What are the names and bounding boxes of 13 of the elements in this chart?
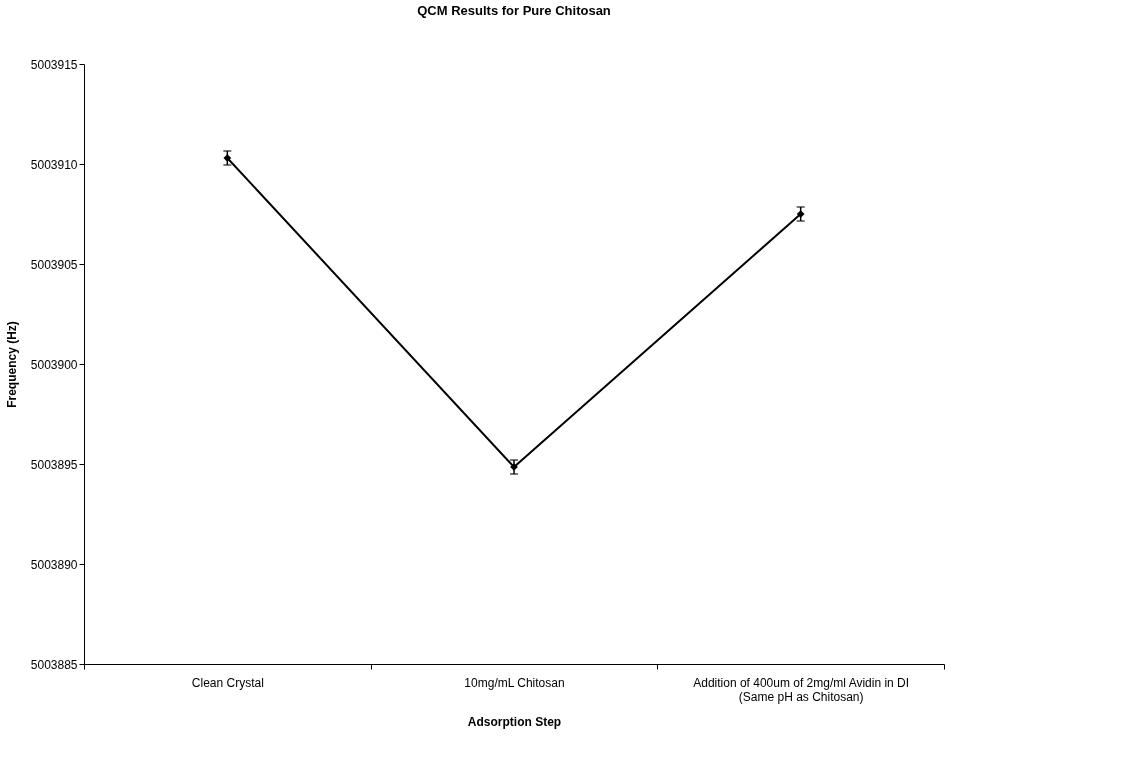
y-tick-label: 5003895 — [30, 457, 78, 472]
y-axis-title: Frequency (Hz) — [4, 321, 19, 408]
x-tick-label: Clean Crystal — [191, 675, 264, 690]
y-tick-label: 5003910 — [30, 157, 78, 172]
y-tick-label: 5003915 — [30, 57, 78, 72]
x-tick-label: 10mg/mL Chitosan — [464, 675, 565, 690]
x-tick-label: Addition of 400um of 2mg/ml Avidin in DI (Same pH as Chitosan) — [693, 675, 910, 704]
y-tick-label: 5003905 — [30, 257, 78, 272]
y-tick-label: 5003890 — [30, 557, 78, 572]
y-tick-label: 5003900 — [30, 357, 78, 372]
y-tick-label: 5003885 — [30, 657, 78, 672]
x-axis-title: Adsorption Step — [467, 714, 562, 729]
chart-title: QCM Results for Pure Chitosan — [417, 3, 611, 18]
